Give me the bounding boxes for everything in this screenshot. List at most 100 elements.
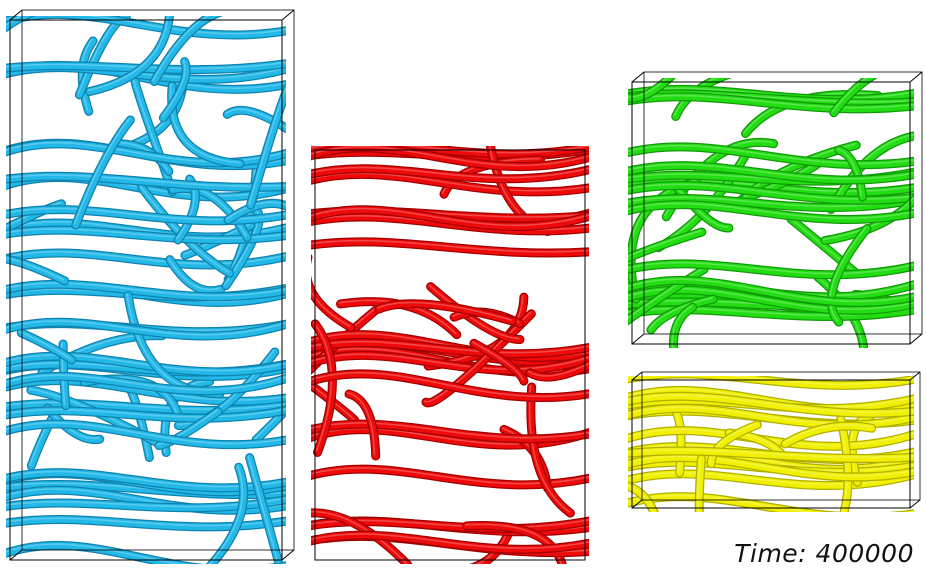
- tube-strand: [427, 283, 524, 343]
- tube-strand: [311, 238, 589, 257]
- tube-strand: [86, 16, 173, 95]
- tube-strand: [628, 182, 914, 204]
- tube-strand: [252, 405, 286, 443]
- tube-strand: [345, 390, 379, 460]
- tube-highlight: [248, 86, 286, 205]
- bounding-box-frame: [314, 149, 586, 561]
- tube-highlight: [831, 78, 868, 113]
- tube-highlight: [161, 59, 186, 118]
- bounding-box-frame: [631, 371, 921, 509]
- tube-highlight: [628, 449, 914, 459]
- tube-strand: [311, 517, 589, 532]
- tube-strand: [224, 200, 286, 224]
- bounding-box-frame: [631, 71, 923, 345]
- tube-highlight: [628, 471, 914, 486]
- tube-highlight: [247, 455, 278, 560]
- tube-strand: [6, 206, 286, 225]
- tube-strand: [72, 116, 134, 229]
- tube-highlight: [829, 226, 867, 322]
- frame-edge: [314, 149, 586, 561]
- tube-highlight: [6, 16, 23, 26]
- tube-highlight: [6, 401, 286, 410]
- tube-highlight: [113, 141, 169, 172]
- tube-strand: [311, 420, 589, 443]
- tube-highlight: [628, 261, 914, 275]
- tube-strand: [6, 400, 286, 414]
- tube-highlight: [628, 94, 914, 109]
- frame-edge: [281, 549, 295, 561]
- tube-strand: [6, 407, 286, 422]
- tube-strand: [628, 228, 706, 262]
- tube-strand: [222, 205, 263, 289]
- tube-highlight: [6, 517, 286, 527]
- frame-edge: [631, 333, 645, 345]
- green-network-panel: [628, 71, 923, 348]
- tube-strand: [311, 171, 589, 196]
- tube-strand: [6, 255, 68, 285]
- tube-highlight: [628, 287, 914, 310]
- tube-strand: [17, 329, 75, 364]
- tube-highlight: [167, 257, 221, 291]
- tube-strand: [6, 318, 286, 340]
- tube-strand: [672, 78, 729, 120]
- tube-strand: [6, 281, 286, 300]
- cyan-network-panel: [6, 9, 295, 564]
- tube-highlight: [628, 267, 704, 319]
- frame-edge: [21, 9, 295, 551]
- tube-highlight: [152, 16, 210, 82]
- tube-highlight: [254, 406, 286, 440]
- tube-highlight: [61, 341, 66, 406]
- tube-strand: [463, 522, 566, 564]
- tube-highlight: [311, 146, 589, 154]
- tube-strand: [151, 16, 220, 85]
- tube-highlight: [156, 409, 218, 446]
- tube-strand: [628, 493, 914, 512]
- tube-strand: [311, 381, 359, 424]
- frame-edge: [909, 333, 923, 345]
- tube-highlight: [628, 144, 914, 165]
- tube-highlight: [311, 371, 589, 398]
- frame-edge: [281, 9, 295, 21]
- tube-strand: [223, 107, 286, 133]
- tube-strand: [670, 304, 696, 348]
- tube-highlight: [6, 174, 286, 187]
- tube-network: [311, 146, 589, 564]
- tube-highlight: [628, 183, 914, 200]
- tube-strand: [246, 454, 282, 564]
- tube-strand: [837, 415, 852, 512]
- tube-highlight: [628, 394, 914, 413]
- tube-strand: [628, 93, 914, 113]
- tube-strand: [247, 84, 286, 209]
- tube-network: [628, 376, 914, 512]
- tube-highlight: [6, 16, 286, 35]
- tube-highlight: [783, 424, 872, 444]
- tube-highlight: [628, 78, 669, 98]
- tube-strand: [647, 295, 717, 334]
- tube-strand: [628, 201, 914, 223]
- tube-highlight: [311, 510, 408, 564]
- tube-strand: [628, 470, 914, 489]
- tube-strand: [628, 195, 914, 211]
- tube-highlight: [628, 278, 914, 303]
- tube-strand: [311, 206, 589, 230]
- tube-highlight: [311, 239, 589, 253]
- tube-highlight: [6, 320, 286, 336]
- tube-highlight: [6, 354, 286, 372]
- tube-strand: [628, 143, 914, 168]
- tube-highlight: [311, 166, 589, 179]
- tube-strand: [6, 516, 286, 531]
- tube-strand: [828, 225, 871, 326]
- tube-strand: [6, 542, 286, 564]
- tube-strand: [527, 383, 574, 517]
- tube-highlight: [19, 330, 72, 360]
- tube-highlight: [673, 78, 718, 117]
- tube-highlight: [628, 406, 914, 425]
- tube-strand: [6, 420, 286, 448]
- tube-highlight: [471, 341, 524, 381]
- tube-shadow: [6, 16, 36, 33]
- tube-highlight: [6, 543, 286, 564]
- tube-highlight: [6, 282, 286, 297]
- tube-strand: [311, 339, 589, 358]
- tube-strand: [628, 447, 914, 462]
- frame-edge: [631, 499, 643, 509]
